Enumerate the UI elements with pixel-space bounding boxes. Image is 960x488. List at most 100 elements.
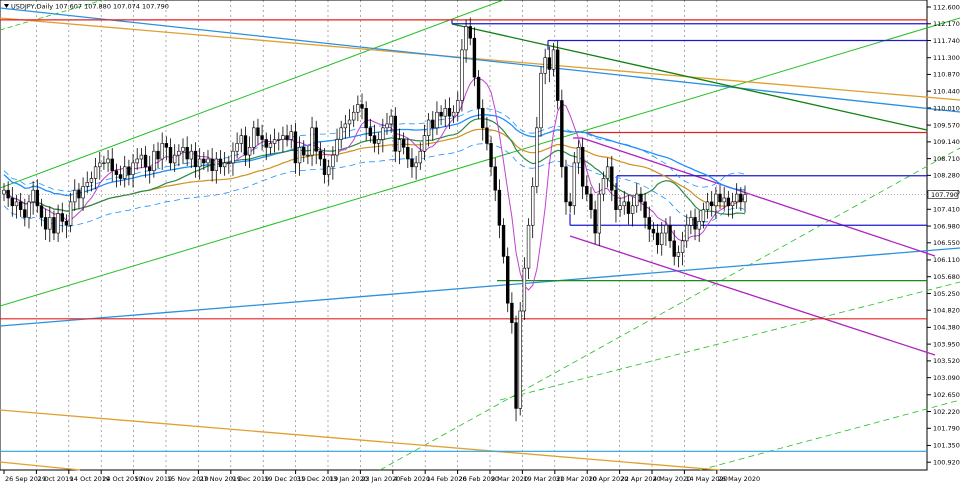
current-price-tag <box>927 190 959 199</box>
candle <box>464 19 468 63</box>
candle <box>343 114 348 139</box>
candle <box>431 111 435 141</box>
x-tick-label: 19 Dec 2019 <box>264 475 306 483</box>
candle <box>580 138 585 200</box>
x-tick-label: 26 Sep 2019 <box>5 475 46 483</box>
candle <box>535 116 539 194</box>
candle <box>23 198 27 227</box>
candle <box>335 128 339 163</box>
candle <box>589 187 593 219</box>
candle <box>118 165 123 186</box>
candle <box>235 132 239 159</box>
candle <box>43 208 48 241</box>
candle <box>206 150 210 172</box>
candle <box>372 124 377 153</box>
candle <box>697 210 701 243</box>
x-tick-label: 19 Mar 2020 <box>523 475 564 483</box>
orange-trend-line[interactable] <box>0 17 960 101</box>
plot-area[interactable] <box>0 0 928 471</box>
ascending-channel-upper[interactable] <box>0 0 530 189</box>
y-tick-label: 105.680 <box>933 273 960 281</box>
orange-trend-line[interactable] <box>0 461 81 471</box>
candle <box>493 157 497 202</box>
price-axis: 112.600 112.170 111.740 111.300 110.870 110.4… <box>927 3 960 467</box>
candle <box>705 192 710 219</box>
candle <box>651 222 656 241</box>
parallel-dashed-line[interactable] <box>499 281 960 401</box>
candle <box>277 132 281 151</box>
candle <box>447 97 452 129</box>
candle <box>443 99 447 128</box>
y-tick-label: 107.410 <box>933 206 960 214</box>
candle <box>422 124 427 161</box>
x-tick-label: 22 Apr 2020 <box>621 475 661 483</box>
candle <box>2 183 6 202</box>
candle <box>660 222 664 256</box>
candle <box>306 146 310 165</box>
ma-dashed-blue-lower <box>3 143 746 228</box>
parallel-dashed-line[interactable] <box>699 399 960 471</box>
candle <box>123 155 127 188</box>
y-tick-label: 110.440 <box>933 87 960 95</box>
y-tick-label: 108.710 <box>933 155 960 163</box>
y-tick-label: 101.350 <box>933 442 960 450</box>
descending-channel-upper[interactable] <box>581 137 936 257</box>
candle <box>289 124 293 149</box>
expand-triangle-icon[interactable] <box>4 4 9 8</box>
candle <box>239 128 243 153</box>
ascending-channel-lower[interactable] <box>0 17 960 307</box>
descending-channel-lower[interactable] <box>569 235 936 356</box>
current-price-label: 107.790 <box>931 191 958 199</box>
candle <box>202 151 206 170</box>
candle <box>10 187 15 217</box>
candle <box>635 183 639 213</box>
candle <box>610 155 614 202</box>
candle <box>31 181 35 215</box>
candle <box>322 148 327 184</box>
candle <box>310 116 314 167</box>
candle <box>106 150 110 172</box>
candle <box>489 136 493 176</box>
candle <box>6 181 10 207</box>
candle <box>539 66 543 137</box>
y-tick-label: 112.170 <box>933 20 960 28</box>
candle <box>214 151 219 184</box>
candle <box>726 190 731 217</box>
candle <box>48 206 52 243</box>
orange-trend-line[interactable] <box>0 409 721 471</box>
candle <box>472 27 477 87</box>
candle <box>510 292 514 334</box>
parallel-dashed-line[interactable] <box>379 147 960 471</box>
candle <box>148 155 152 184</box>
candle <box>718 185 722 209</box>
candle <box>739 187 743 211</box>
candle <box>518 302 522 416</box>
y-tick-label: 100.920 <box>933 459 960 467</box>
symbol-header: USDJPY,Daily 107.607 107.880 107.074 107… <box>4 3 169 11</box>
x-tick-label: 13 Jan 2020 <box>329 475 368 483</box>
descending-trend-line[interactable] <box>451 23 928 131</box>
candle <box>297 136 302 176</box>
ascending-channel-dashed[interactable] <box>0 0 120 31</box>
candle <box>481 99 485 141</box>
candle <box>605 157 610 188</box>
candle <box>476 70 481 120</box>
y-tick-label: 103.520 <box>933 357 960 365</box>
candle <box>268 134 273 155</box>
candle <box>285 124 289 147</box>
candle <box>597 183 601 246</box>
candle <box>389 109 393 133</box>
candle <box>339 120 343 149</box>
blue-trend-line[interactable] <box>0 247 960 327</box>
candle <box>160 132 164 170</box>
candle <box>264 132 268 161</box>
candle <box>327 159 331 186</box>
x-tick-label: 2 Oct 2019 <box>37 475 73 483</box>
candle <box>60 202 64 233</box>
candle <box>451 105 456 124</box>
blue-trend-line[interactable] <box>0 7 960 113</box>
candle <box>497 179 502 239</box>
candle <box>568 192 572 213</box>
